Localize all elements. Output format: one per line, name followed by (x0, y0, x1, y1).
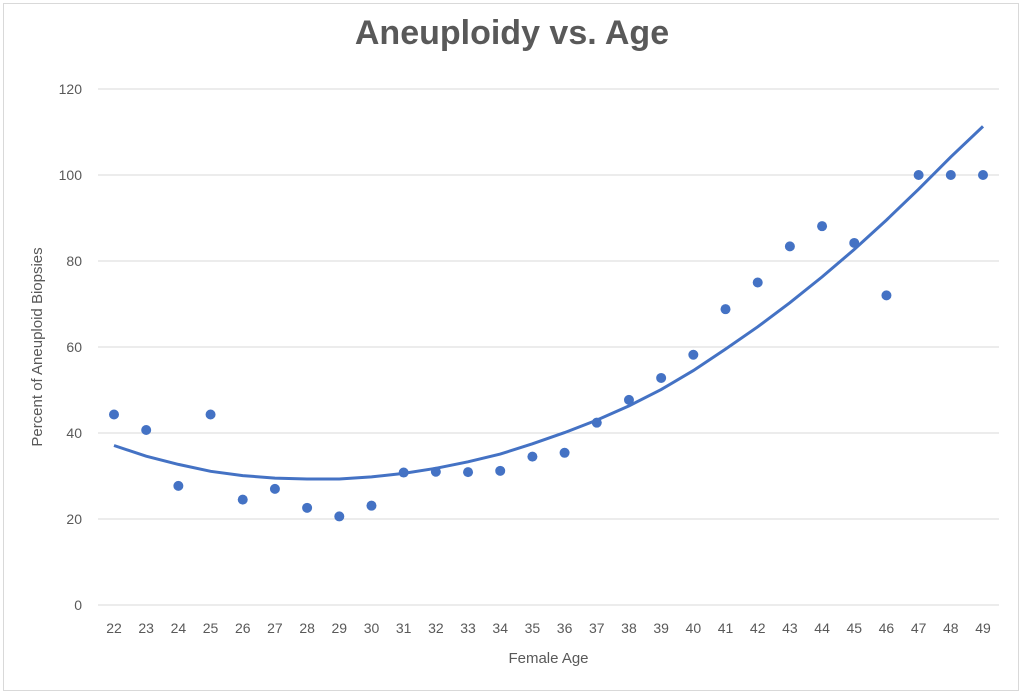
data-point (656, 372, 667, 383)
x-tick-label: 32 (428, 620, 444, 636)
x-tick-label: 43 (782, 620, 798, 636)
x-tick-label: 39 (653, 620, 669, 636)
data-point (109, 409, 119, 420)
data-points (109, 170, 988, 522)
data-point (945, 170, 956, 180)
x-tick-label: 26 (235, 620, 251, 636)
data-point (205, 409, 216, 420)
x-tick-label: 24 (171, 620, 187, 636)
data-point (173, 480, 184, 491)
x-tick-label: 36 (557, 620, 573, 636)
x-tick-label: 40 (686, 620, 702, 636)
data-point (881, 290, 892, 301)
x-tick-label: 38 (621, 620, 637, 636)
chart-title: Aneuploidy vs. Age (354, 14, 670, 52)
x-axis-tick-labels: 22 23 24 25 26 27 28 29 30 31 32 33 34 35 36 37 38 39 40 41… (106, 620, 991, 636)
x-axis-title: Female Age (508, 650, 588, 667)
x-tick-label: 46 (879, 620, 895, 636)
y-tick-label: 20 (66, 511, 82, 527)
data-point (817, 221, 828, 232)
x-tick-label: 28 (299, 620, 315, 636)
data-point (302, 502, 313, 513)
data-point (784, 241, 795, 252)
x-tick-label: 34 (492, 620, 508, 636)
data-point (978, 170, 988, 180)
x-tick-label: 48 (943, 620, 959, 636)
x-tick-label: 33 (460, 620, 476, 636)
x-tick-label: 30 (364, 620, 380, 636)
data-point (688, 349, 699, 360)
gridlines (98, 88, 999, 606)
data-point (463, 467, 474, 478)
x-tick-label: 25 (203, 620, 219, 636)
data-point (334, 511, 345, 522)
y-tick-label: 80 (66, 253, 82, 269)
data-point (527, 451, 538, 462)
trendline (113, 125, 985, 481)
y-tick-label: 40 (66, 425, 82, 441)
x-tick-label: 22 (106, 620, 122, 636)
data-point (141, 424, 152, 435)
data-point (269, 483, 280, 494)
x-tick-label: 37 (589, 620, 605, 636)
data-point (591, 417, 602, 428)
data-point (430, 466, 441, 477)
data-point (495, 465, 506, 476)
x-tick-label: 23 (138, 620, 154, 636)
x-tick-label: 35 (525, 620, 541, 636)
y-tick-label: 60 (66, 339, 82, 355)
data-point (366, 500, 377, 511)
x-tick-label: 31 (396, 620, 412, 636)
data-point (720, 304, 731, 315)
data-point (752, 277, 763, 288)
data-point (237, 494, 248, 505)
x-tick-label: 29 (332, 620, 348, 636)
x-tick-label: 47 (911, 620, 927, 636)
y-axis-tick-labels: 0 20 40 60 80 100 120 (59, 81, 83, 613)
x-tick-label: 44 (814, 620, 830, 636)
y-tick-label: 120 (59, 81, 83, 97)
data-point (913, 170, 924, 180)
y-tick-label: 0 (74, 597, 82, 613)
x-tick-label: 42 (750, 620, 766, 636)
y-axis-title: Percent of Aneuploid Biopsies (29, 247, 46, 446)
data-point (849, 237, 860, 248)
x-tick-label: 49 (975, 620, 991, 636)
x-tick-label: 45 (846, 620, 862, 636)
y-tick-label: 100 (59, 167, 83, 183)
data-point (559, 447, 570, 458)
data-point (398, 467, 409, 478)
x-tick-label: 27 (267, 620, 283, 636)
x-tick-label: 41 (718, 620, 734, 636)
data-point (623, 394, 634, 405)
